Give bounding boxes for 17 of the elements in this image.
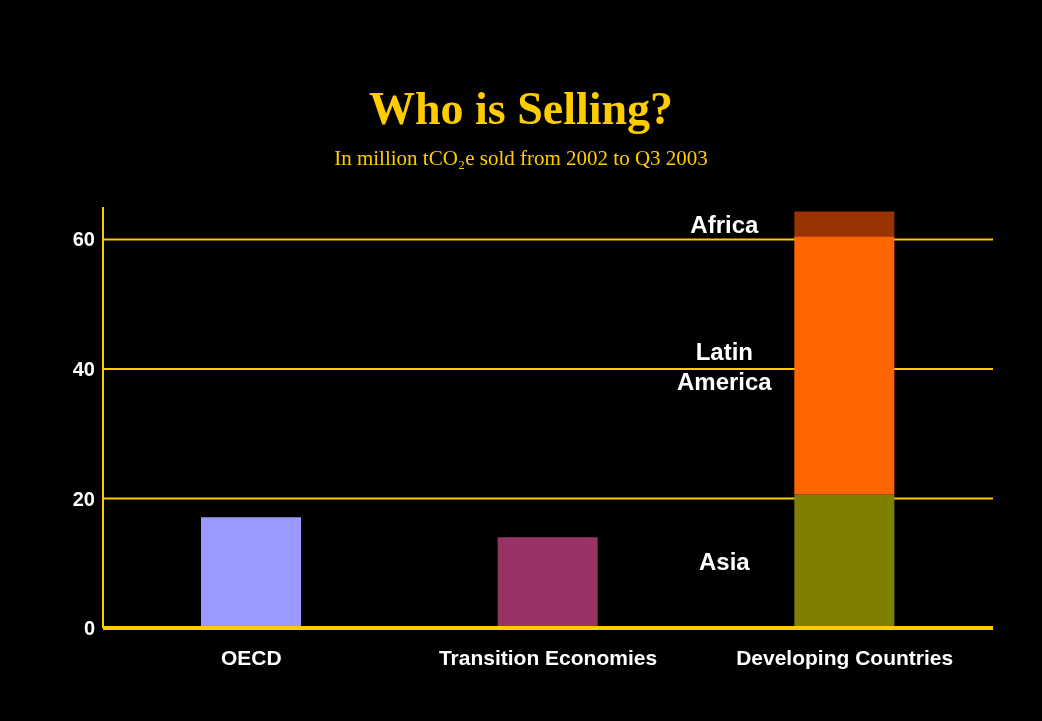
chart-subtitle: In million tCO₂e sold from 2002 to Q3 2003 [333, 146, 709, 171]
y-tick-label: 20 [72, 487, 95, 510]
series-label: Latin America [676, 337, 773, 395]
x-tick-label: Transition Economies [438, 645, 658, 669]
bar [201, 517, 301, 628]
bar [794, 494, 895, 628]
series-label: Africa [690, 210, 759, 238]
y-tick-label: 0 [83, 617, 95, 640]
x-tick-label: OECD [220, 645, 282, 669]
bar [794, 211, 895, 237]
chart-title: Who is Selling? [367, 82, 675, 135]
series-label: Asia [698, 547, 751, 575]
y-tick-label: 60 [72, 228, 95, 251]
bar [794, 236, 895, 495]
bar [497, 537, 598, 628]
x-tick-label: Developing Countries [736, 645, 954, 669]
y-tick-label: 40 [72, 358, 95, 381]
